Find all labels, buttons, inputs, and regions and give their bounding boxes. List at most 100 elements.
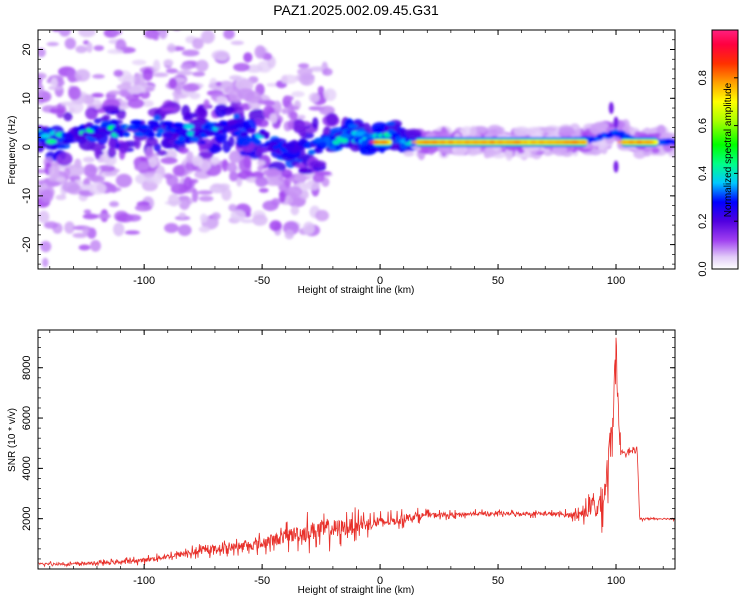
snr-panel: -100 -50 0 50 100 2000 4000 6000 8000 Height of… — [7, 329, 676, 596]
spectrogram-cell — [189, 92, 201, 100]
spectrogram-cell — [110, 188, 117, 193]
spectrogram-cell — [170, 183, 188, 195]
spectrogram-cell — [115, 38, 127, 53]
spectrogram-cell — [85, 107, 98, 120]
spectrogram-cell — [56, 176, 67, 183]
spectrogram-cell — [272, 100, 282, 115]
spectrogram-cell — [92, 74, 105, 79]
spectrogram-cell — [83, 209, 92, 214]
spectrogram-cell — [198, 195, 214, 202]
spectrogram-cell — [403, 150, 415, 157]
spectrogram-y-tick-label: 0 — [21, 144, 33, 150]
spectrogram-cell — [323, 88, 337, 102]
spectrogram-cell — [145, 137, 158, 147]
spectrogram-cell — [164, 223, 179, 233]
spectrogram-cell — [152, 35, 159, 41]
spectrogram-cell — [200, 30, 215, 44]
spectrogram-cell — [297, 63, 310, 69]
spectrogram-cell — [104, 171, 118, 177]
spectrogram-cell — [64, 221, 75, 234]
spectrogram-cell — [513, 126, 530, 137]
spectrogram-cell — [93, 45, 105, 51]
spectrogram-cell — [540, 126, 557, 132]
spectrogram-cell — [291, 91, 305, 98]
spectrogram-ridge-cell — [239, 131, 249, 137]
spectrogram-cell — [233, 151, 241, 163]
spectrogram-cell — [298, 128, 307, 138]
snr-y-ticks: 2000 4000 6000 8000 — [21, 337, 675, 570]
spectrogram-cell — [486, 124, 503, 137]
spectrogram-cell — [55, 144, 66, 150]
spectrogram-ridge-cell — [314, 137, 325, 143]
spectrogram-band — [369, 137, 392, 148]
spectrogram-cell — [82, 226, 90, 235]
spectrogram-ridge-cell — [147, 131, 156, 137]
spectrogram-cell — [312, 117, 319, 129]
spectrogram-cell — [89, 239, 102, 252]
spectrogram-cell — [48, 85, 64, 91]
spectrogram-cell — [168, 77, 178, 89]
spectrogram-cell — [294, 164, 306, 169]
spectrogram-cell — [67, 69, 78, 83]
spectrogram-cell — [308, 66, 327, 72]
spectrogram-cell — [281, 169, 293, 178]
spectrogram-cell — [308, 92, 320, 103]
spectrogram-x-tick-label: -50 — [254, 275, 270, 287]
spectrogram-cell — [195, 59, 209, 72]
spectrogram-cell — [647, 128, 658, 134]
spectrogram-ridge-cell — [62, 138, 74, 144]
spectrogram-cell — [469, 125, 477, 137]
spectrogram-cell — [428, 145, 438, 153]
spectrogram-cell — [107, 49, 124, 54]
spectrogram-cell — [72, 232, 88, 238]
spectrogram-cell — [131, 59, 147, 66]
spectrogram-cell — [110, 30, 123, 36]
spectrogram-cell — [43, 181, 61, 187]
spectrogram-ridge-cell — [45, 138, 57, 144]
spectrogram-cell — [281, 108, 289, 115]
spectrogram-cell — [142, 100, 154, 107]
spectrogram-spike-cell — [613, 116, 619, 129]
colorbar-tick-label: 0.8 — [697, 70, 709, 85]
spectrogram-cell — [108, 90, 122, 96]
spectrogram-ridge-cell — [172, 122, 183, 128]
spectrogram-cell — [194, 106, 208, 120]
spectrogram-cell — [145, 86, 155, 92]
spectrogram-ridge-cell — [172, 133, 180, 139]
spectrogram-cell — [127, 98, 145, 109]
spectrogram-x-tick-label: -100 — [133, 275, 155, 287]
spectrogram-cell — [62, 22, 69, 29]
spectrogram-cell — [181, 49, 200, 57]
spectrogram-cell — [223, 30, 235, 40]
spectrogram-cell — [224, 86, 234, 94]
figure-title: PAZ1.2025.002.09.45.G31 — [273, 2, 439, 18]
spectrogram-cell — [74, 68, 91, 82]
spectrogram-ridge-cell — [117, 132, 125, 138]
spectrogram-cell — [230, 209, 246, 221]
spectrogram-cell — [191, 188, 199, 203]
spectrogram-cell — [134, 204, 152, 212]
spectrogram-x-tick-label: 100 — [607, 275, 625, 287]
snr-y-tick-label: 8000 — [21, 355, 33, 379]
spectrogram-cell — [38, 92, 43, 101]
spectrogram-cell — [145, 146, 154, 160]
spectrogram-cell — [153, 114, 161, 121]
spectrogram-cell — [58, 30, 71, 37]
spectrogram-spike-cell — [613, 160, 619, 173]
snr-x-ticks: -100 -50 0 50 100 — [49, 330, 664, 587]
spectrogram-cell — [57, 20, 66, 26]
spectrogram-cell — [82, 178, 91, 187]
spectrogram-cell — [153, 26, 163, 30]
spectrogram-cell — [191, 155, 204, 167]
spectrogram-cell — [228, 136, 235, 148]
spectrogram-cell — [312, 172, 325, 183]
spectrogram-cell — [108, 184, 117, 191]
spectrogram-cell — [68, 86, 82, 101]
spectrogram-y-tick-label: -20 — [21, 237, 33, 253]
spectrogram-cell — [198, 138, 213, 150]
spectrogram-cell — [97, 165, 116, 172]
spectrogram-cell — [284, 175, 292, 188]
spectrogram-cell — [178, 212, 187, 219]
spectrogram-cell — [64, 37, 77, 50]
snr-x-tick-label: 0 — [377, 575, 383, 587]
